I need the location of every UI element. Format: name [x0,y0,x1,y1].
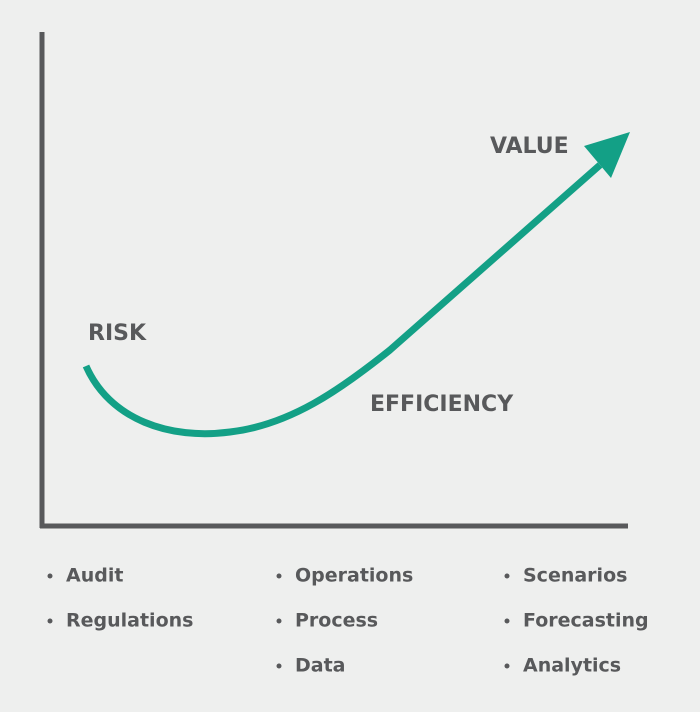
bullet [276,663,282,669]
efficiency-label: EFFICIENCY [370,392,514,417]
list-item: Audit [66,565,123,587]
lists: Audit Regulations Operations Process Data Sce… [47,565,649,677]
list-item: Operations [295,565,413,587]
value-label: VALUE [490,134,569,159]
list-item: Scenarios [523,565,627,587]
list-item: Data [295,655,346,677]
list-item: Process [295,610,378,632]
bullet [504,573,510,579]
bullet [504,618,510,624]
list-item: Analytics [523,655,621,677]
risk-label: RISK [88,321,147,346]
list-item: Regulations [66,610,193,632]
value-curve [82,162,603,438]
bullet [504,663,510,669]
bullet [47,618,53,624]
bullet [276,618,282,624]
arrow-head [584,132,630,178]
bullet [276,573,282,579]
bullet [47,573,53,579]
list-item: Forecasting [523,610,649,632]
